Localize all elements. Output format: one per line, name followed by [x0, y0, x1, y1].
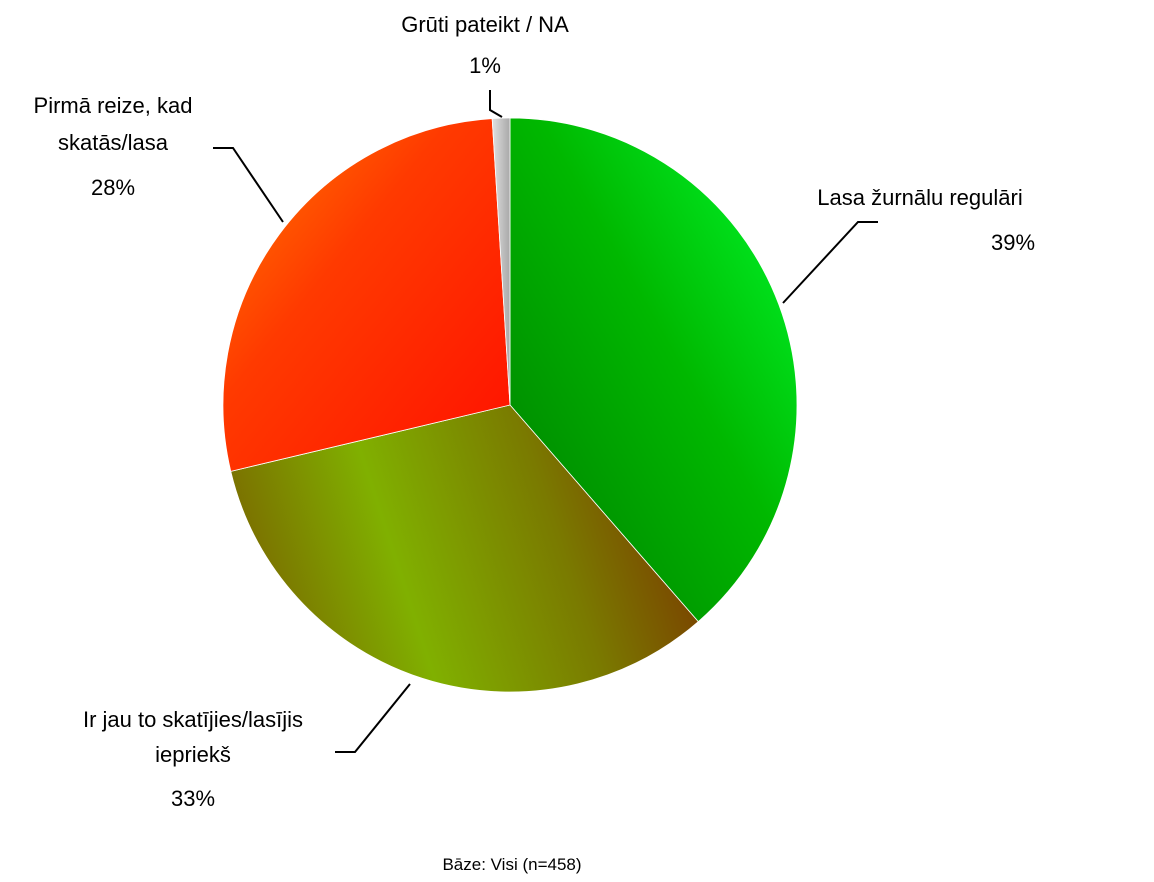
pie-slice: [509, 117, 798, 623]
slice-value-label: 39%: [991, 230, 1035, 255]
leader-lines: [213, 90, 878, 753]
pie-slice: [230, 404, 699, 693]
slice-label: Ir jau to skatījies/lasījis: [83, 707, 303, 732]
leader-line: [335, 683, 411, 753]
slice-label: Pirmā reize, kad: [34, 93, 193, 118]
pie-slices: [222, 117, 798, 693]
slice-value-label: 33%: [171, 786, 215, 811]
slice-label: Grūti pateikt / NA: [401, 12, 569, 37]
leader-line: [213, 147, 284, 223]
slice-label: skatās/lasa: [58, 130, 169, 155]
slice-value-label: 28%: [91, 175, 135, 200]
pie-slice: [222, 118, 511, 472]
slice-label: iepriekš: [155, 742, 231, 767]
slice-labels: Lasa žurnālu regulāri 39% Ir jau to skatīj…: [34, 12, 1036, 811]
leader-line: [489, 90, 503, 118]
slice-label: Lasa žurnālu regulāri: [817, 185, 1022, 210]
slice-value-label: 1%: [469, 53, 501, 78]
leader-line: [782, 221, 878, 304]
base-footnote: Bāze: Visi (n=458): [442, 855, 581, 874]
pie-slice: [491, 117, 511, 406]
